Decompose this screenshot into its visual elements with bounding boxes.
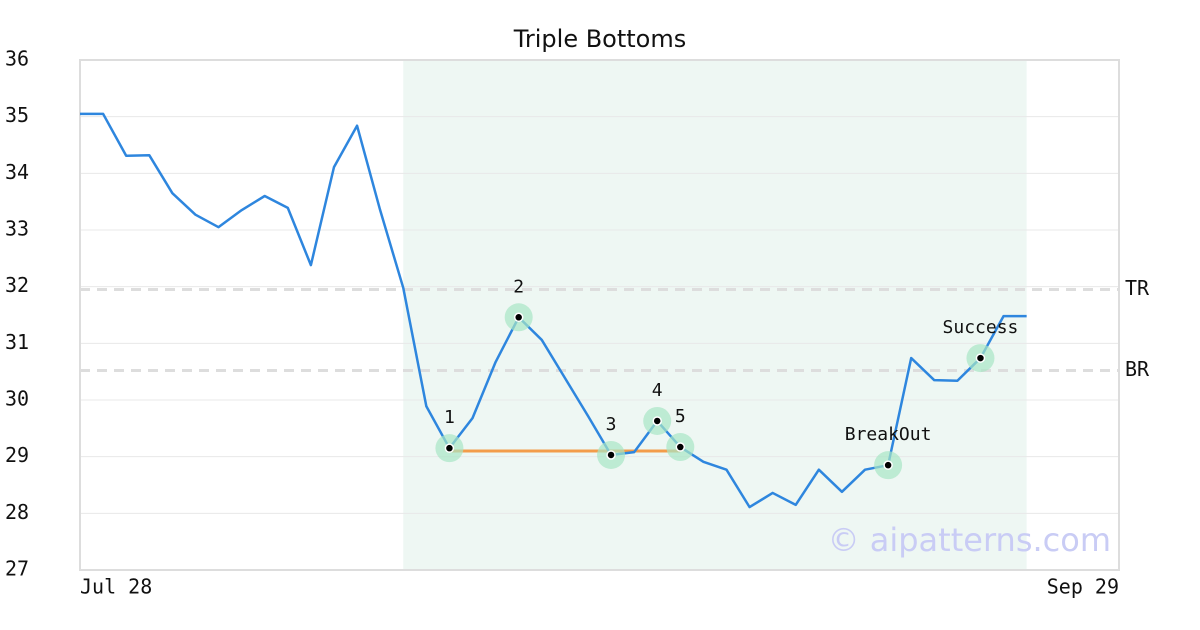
y-tick-label: 27: [5, 557, 29, 581]
level-label: TR: [1125, 276, 1150, 300]
point-label: 4: [652, 380, 663, 401]
level-label: BR: [1125, 357, 1150, 381]
y-tick-label: 33: [5, 217, 29, 241]
y-tick-label: 28: [5, 500, 29, 524]
pattern-range: [403, 60, 1027, 570]
point-dot: [444, 443, 455, 453]
chart-title: Triple Bottoms: [513, 25, 687, 53]
point-dot: [883, 460, 893, 470]
plot-frame: [79, 59, 1120, 571]
y-tick-label: 31: [5, 330, 29, 354]
x-tick-label: Jul 28: [80, 575, 152, 599]
point-label: Success: [943, 317, 1019, 338]
watermark: © aipatterns.com: [828, 521, 1111, 559]
y-tick-label: 32: [5, 273, 29, 297]
point-dot: [652, 416, 662, 426]
y-tick-label: 34: [5, 160, 29, 184]
y-tick-label: 30: [5, 387, 29, 411]
y-tick-label: 29: [5, 443, 29, 467]
price-line: [80, 112, 1027, 509]
y-tick-label: 35: [5, 103, 29, 127]
point-label: 1: [444, 407, 455, 428]
point-dot: [675, 442, 686, 452]
point-dot: [606, 450, 616, 460]
point-label: 5: [675, 406, 686, 427]
point-label: BreakOut: [845, 424, 932, 445]
y-tick-label: 36: [5, 47, 29, 71]
point-label: 3: [606, 414, 617, 435]
point-dot: [513, 312, 524, 323]
x-tick-label: Sep 29: [1047, 575, 1119, 599]
point-dot: [975, 353, 986, 363]
point-label: 2: [513, 276, 524, 297]
